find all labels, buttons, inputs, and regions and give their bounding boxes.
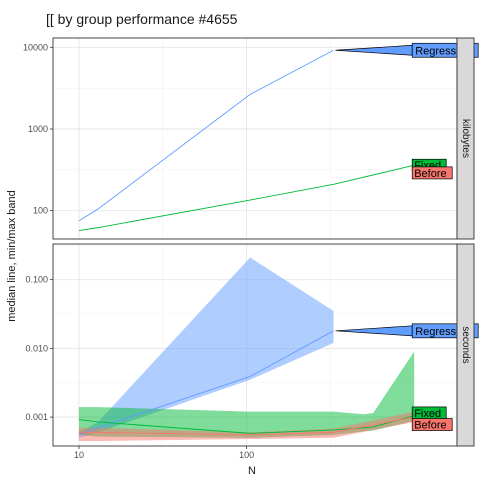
- y-tick-label: 10000: [23, 42, 48, 52]
- panel-seconds: 0.0010.0100.100RegressionFixedBeforeseco…: [25, 243, 479, 460]
- x-tick-label: 100: [239, 450, 254, 460]
- band-fixed: [78, 351, 415, 438]
- chart-title: [[ by group performance #4655: [46, 11, 238, 27]
- facet-strip-label: seconds: [460, 326, 471, 363]
- callout-box-before: [411, 418, 453, 431]
- facet-strip: [456, 37, 475, 240]
- y-tick-label: 0.001: [25, 412, 48, 422]
- y-tick-label: 100: [33, 206, 48, 216]
- callout-label-fixed: Fixed: [414, 408, 441, 420]
- band-regression: [78, 257, 334, 438]
- line-regression: [78, 49, 334, 222]
- x-axis-label: N: [248, 465, 256, 477]
- panel-background: [53, 38, 457, 239]
- line-fixed: [78, 164, 415, 232]
- line-regression: [78, 330, 334, 436]
- line-before: [78, 416, 415, 436]
- y-tick-label: 1000: [28, 124, 48, 134]
- callout-box-before: [411, 166, 453, 180]
- callout-label-before: Before: [414, 168, 446, 180]
- line-fixed: [78, 415, 415, 434]
- y-tick-label: 0.100: [25, 275, 48, 285]
- x-tick-label: 10: [74, 450, 84, 460]
- callout-label-before: Before: [414, 420, 446, 432]
- y-tick-label: 0.010: [25, 343, 48, 353]
- facet-strip-label: kilobytes: [460, 119, 471, 158]
- facet-strip: [456, 243, 475, 447]
